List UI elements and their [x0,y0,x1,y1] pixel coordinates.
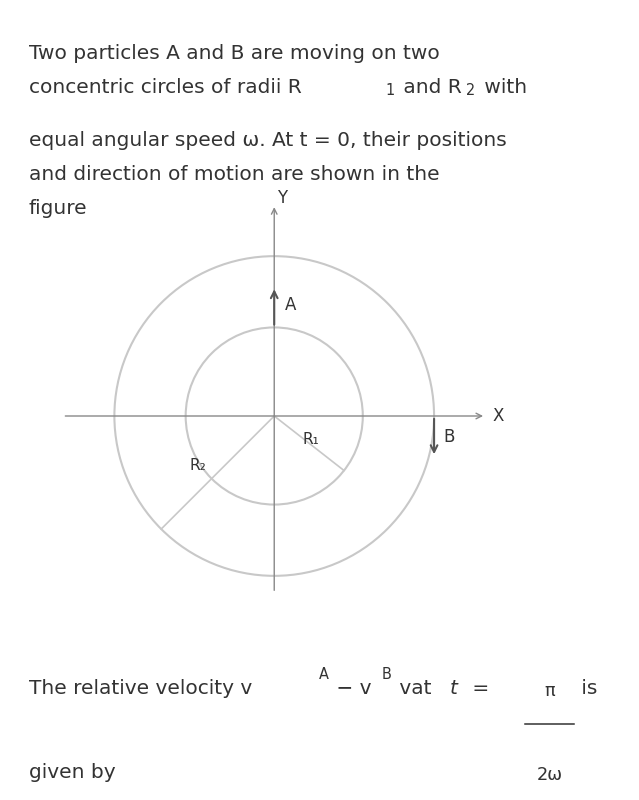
Text: with: with [478,78,527,97]
Text: is: is [575,679,597,698]
Text: and direction of motion are shown in the: and direction of motion are shown in the [29,165,440,184]
Text: 2: 2 [466,83,475,98]
Text: R₁: R₁ [302,432,319,447]
Text: concentric circles of radii R: concentric circles of radii R [29,78,302,97]
Text: 1: 1 [385,83,394,98]
Text: vat: vat [393,679,438,698]
Text: A: A [319,667,328,682]
Text: The relative velocity v: The relative velocity v [29,679,252,698]
Text: equal angular speed ω. At t = 0, their positions: equal angular speed ω. At t = 0, their p… [29,131,507,150]
Text: Two particles A and B are moving on two: Two particles A and B are moving on two [29,44,440,63]
Text: and R: and R [397,78,462,97]
Text: given by: given by [29,763,116,782]
Text: − v: − v [330,679,371,698]
Text: B: B [382,667,392,682]
Text: Y: Y [277,189,287,207]
Text: A: A [285,296,296,314]
Text: B: B [443,427,455,446]
Text: 2ω: 2ω [537,766,562,784]
Text: π: π [544,682,555,701]
Text: X: X [493,407,504,425]
Text: figure: figure [29,198,88,218]
Text: =: = [466,679,496,698]
Text: t: t [450,679,458,698]
Text: R₂: R₂ [190,458,207,473]
